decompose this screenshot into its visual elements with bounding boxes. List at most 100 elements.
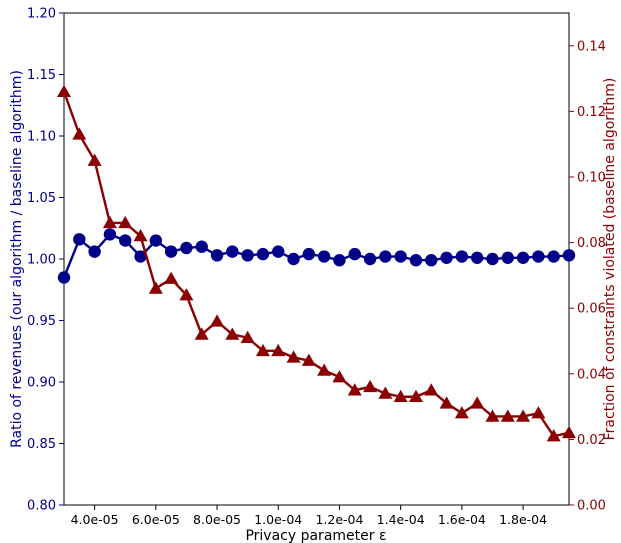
constraints-violated-point	[87, 153, 102, 166]
constraints-violated-point	[225, 327, 240, 340]
revenue-ratio-line	[62, 232, 570, 278]
constraints-violated-point	[347, 383, 362, 396]
revenue-ratio-point	[88, 245, 101, 258]
revenue-ratio-point	[180, 241, 193, 255]
constraints-violated-series	[57, 84, 576, 442]
revenue-ratio-point	[516, 251, 530, 264]
y-right-tick-label: 0.08	[577, 236, 606, 251]
revenue-ratio-point	[57, 271, 71, 284]
constraints-violated-point	[408, 389, 423, 403]
y-left-tick-label: 1.05	[27, 191, 56, 206]
y-right-tick-label: 0.02	[577, 433, 606, 448]
constraints-violated-point	[148, 281, 163, 294]
revenue-ratio-point	[547, 250, 560, 263]
y-left-tick-label: 0.90	[27, 376, 56, 391]
constraints-violated-point	[332, 370, 347, 383]
constraints-violated-point	[72, 127, 87, 140]
constraints-violated-point	[500, 409, 515, 422]
constraints-violated-point	[531, 406, 546, 419]
revenue-ratio-point	[562, 249, 576, 262]
y-right-tick-label: 0.14	[577, 39, 606, 54]
revenue-ratio-point	[119, 234, 132, 247]
revenue-ratio-point	[241, 249, 254, 262]
revenue-ratio-point	[486, 252, 499, 266]
constraints-violated-point	[194, 327, 209, 340]
revenue-ratio-point	[348, 247, 361, 261]
y-left-tick-label: 0.80	[27, 499, 56, 514]
revenue-ratio-point	[379, 250, 392, 263]
constraints-violated-line	[62, 91, 570, 438]
x-tick-label: 1.6e-04	[438, 512, 486, 527]
constraints-violated-point	[164, 271, 179, 284]
constraints-violated-point	[240, 330, 255, 343]
revenue-ratio-point	[455, 250, 469, 263]
y-axis-right: 0.00 0.02 0.04 0.06 0.08 0.10 0.12 0.14	[569, 39, 606, 514]
y-axis-right-label: Fraction of constraints violated (baseli…	[602, 78, 618, 441]
y-left-tick-label: 0.85	[27, 437, 56, 452]
constraints-violated-point	[118, 215, 133, 229]
y-right-tick-label: 0.10	[577, 171, 606, 186]
revenue-ratio-point	[73, 233, 86, 246]
revenue-ratio-point	[256, 247, 270, 261]
revenue-ratio-point	[409, 254, 423, 267]
x-tick-label: 4.0e-05	[71, 512, 119, 527]
constraints-violated-point	[470, 396, 485, 409]
x-tick-label: 1.8e-04	[499, 512, 547, 527]
revenue-ratio-point	[317, 250, 331, 263]
revenue-ratio-point	[164, 245, 178, 258]
x-tick-label: 1.0e-04	[254, 512, 302, 527]
y-left-tick-label: 1.15	[27, 68, 56, 83]
revenue-ratio-point	[532, 250, 545, 263]
revenue-ratio-point	[363, 252, 377, 266]
constraints-violated-point	[516, 409, 531, 422]
revenue-ratio-point	[302, 247, 316, 261]
x-tick-label: 1.2e-04	[315, 512, 363, 527]
revenue-ratio-point	[134, 250, 147, 263]
x-tick-label: 1.4e-04	[377, 512, 425, 527]
y-right-tick-label: 0.12	[577, 105, 606, 120]
revenue-ratio-point	[272, 245, 285, 258]
constraints-violated-point	[271, 343, 286, 357]
x-tick-label: 6.0e-05	[132, 512, 180, 527]
constraints-violated-point	[485, 409, 500, 422]
constraints-violated-point	[133, 229, 148, 242]
constraints-violated-point	[378, 386, 393, 399]
revenue-ratio-point	[501, 251, 514, 264]
constraints-violated-point	[286, 350, 301, 363]
revenue-ratio-point	[470, 251, 484, 264]
constraints-violated-point	[424, 383, 439, 396]
constraints-violated-point	[439, 396, 454, 409]
constraints-violated-point	[301, 353, 316, 366]
constraints-violated-point	[179, 288, 194, 301]
plot-area	[57, 12, 576, 506]
constraints-violated-point	[210, 314, 225, 327]
revenue-ratio-point	[333, 254, 346, 267]
x-axis-label: Privacy parameter ε	[245, 528, 386, 543]
y-left-tick-label: 1.10	[27, 130, 56, 145]
constraints-violated-point	[363, 379, 378, 393]
y-left-tick-label: 0.95	[27, 314, 56, 329]
constraints-violated-point	[562, 425, 576, 439]
constraints-violated-point	[102, 215, 117, 229]
x-tick-label: 8.0e-05	[193, 512, 241, 527]
revenue-ratio-point	[103, 228, 117, 241]
y-right-tick-label: 0.04	[577, 367, 606, 382]
y-left-tick-label: 1.00	[27, 253, 56, 268]
constraints-violated-point	[393, 389, 408, 403]
constraints-violated-point	[454, 406, 469, 419]
revenue-ratio-point	[394, 250, 407, 263]
y-right-tick-label: 0.00	[577, 499, 606, 514]
x-axis: 4.0e-05 6.0e-05 8.0e-05 1.0e-04 1.2e-04 1.4e-…	[71, 505, 547, 527]
revenue-ratio-point	[287, 252, 300, 266]
y-right-tick-label: 0.06	[577, 302, 606, 317]
constraints-violated-point	[546, 429, 561, 442]
revenue-ratio-point	[226, 245, 239, 258]
revenue-ratio-point	[210, 249, 224, 262]
revenue-ratio-point	[195, 240, 208, 253]
revenue-ratio-point	[149, 234, 163, 247]
revenue-ratio-point	[425, 254, 438, 267]
constraints-violated-point	[57, 84, 71, 97]
y-left-tick-label: 1.20	[27, 7, 56, 22]
y-axis-left-label: Ratio of revenues (our algorithm / basel…	[9, 70, 25, 448]
